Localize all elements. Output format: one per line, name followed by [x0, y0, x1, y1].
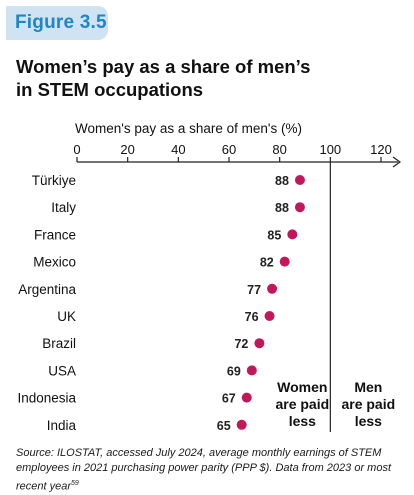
category-label: Türkiye: [32, 173, 76, 188]
category-label: France: [34, 227, 76, 242]
data-label: 65: [217, 419, 231, 433]
category-label: Italy: [51, 200, 76, 215]
chart-title: Women’s pay as a share of men’s in STEM …: [16, 55, 310, 101]
x-tick-label: 0: [73, 142, 80, 157]
source-note: Source: ILOSTAT, accessed July 2024, ave…: [16, 446, 408, 495]
annotation-women-paid-less: less: [289, 413, 316, 429]
data-point: [294, 175, 305, 185]
data-label: 85: [267, 228, 281, 242]
category-label: Argentina: [18, 282, 76, 297]
x-axis-arrow-icon: [392, 156, 402, 168]
data-point: [241, 392, 252, 403]
dot-plot: 0 20 40 60 80 100 120 Türkiye 88 Italy 88 France 85…: [17, 142, 402, 433]
x-tick-label: 120: [370, 142, 392, 157]
data-label: 88: [275, 174, 289, 188]
data-point: [267, 283, 278, 294]
x-tick-label: 40: [171, 142, 185, 157]
source-footnote: 59: [71, 480, 79, 487]
data-point: [246, 365, 257, 376]
annotation-men-paid-less: less: [355, 413, 382, 429]
data-label: 69: [227, 364, 241, 378]
category-label: Mexico: [33, 255, 76, 270]
data-label: 77: [247, 283, 261, 297]
x-axis: 0 20 40 60 80 100 120: [73, 142, 402, 432]
figure-badge: Figure 3.5: [6, 6, 108, 40]
annotation-men-paid-less: are paid: [341, 396, 395, 412]
category-label: USA: [48, 363, 76, 378]
x-tick-label: 60: [222, 142, 236, 157]
data-label: 67: [222, 392, 236, 406]
plot-rows: Türkiye 88 Italy 88 France 85 Mexico 82 Argentin…: [17, 173, 305, 433]
chart-title-line-1: Women’s pay as a share of men’s: [16, 56, 311, 77]
source-text: Source: ILOSTAT, accessed July 2024, ave…: [16, 447, 391, 493]
category-label: Brazil: [42, 336, 76, 351]
chart-title-line-2: in STEM occupations: [16, 79, 204, 100]
figure-label: Figure 3.5: [15, 12, 107, 33]
data-point: [254, 338, 265, 349]
data-point: [236, 419, 247, 430]
data-point: [279, 256, 290, 267]
annotation-men-paid-less: Men: [354, 379, 382, 395]
annotation-women-paid-less: are paid: [275, 396, 329, 412]
data-label: 88: [275, 201, 289, 215]
x-axis-label: Women's pay as a share of men's (%): [75, 121, 302, 136]
category-label: Indonesia: [17, 391, 76, 406]
data-point: [264, 311, 275, 321]
annotation-women-paid-less: Women: [277, 379, 327, 395]
data-point: [287, 229, 298, 240]
category-label: India: [47, 418, 77, 433]
x-tick-label: 100: [319, 142, 341, 157]
data-label: 76: [245, 310, 259, 324]
data-point: [294, 202, 305, 213]
x-tick-label: 20: [120, 142, 134, 157]
x-tick-label: 80: [272, 142, 286, 157]
data-label: 72: [234, 337, 248, 351]
data-label: 82: [260, 256, 274, 270]
category-label: UK: [57, 309, 76, 324]
